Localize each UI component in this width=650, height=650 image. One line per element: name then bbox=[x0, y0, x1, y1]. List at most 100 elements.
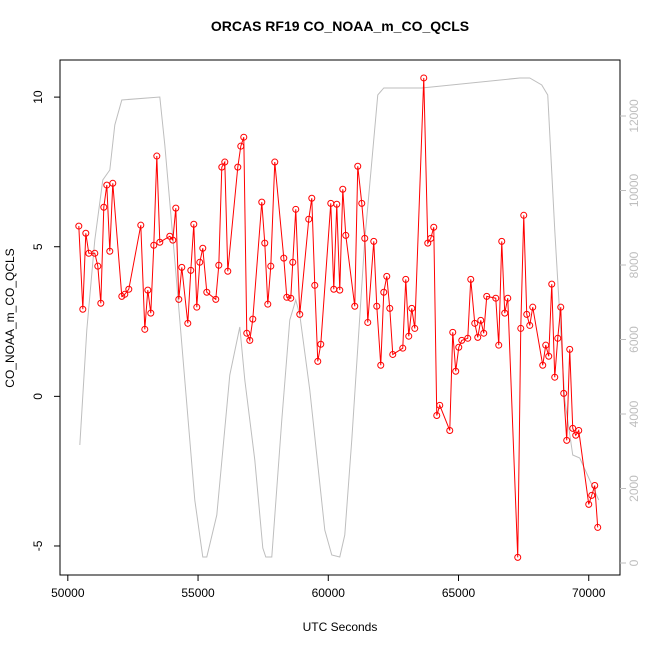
data-point bbox=[471, 319, 479, 327]
data-point bbox=[364, 318, 372, 326]
data-point bbox=[172, 204, 180, 212]
y2-tick-label: 4000 bbox=[627, 400, 641, 427]
data-point bbox=[249, 315, 257, 323]
data-point bbox=[292, 205, 300, 213]
data-point bbox=[215, 261, 223, 269]
data-point bbox=[187, 266, 195, 274]
data-point bbox=[150, 241, 158, 249]
y-tick-label: 10 bbox=[31, 90, 45, 104]
data-point bbox=[94, 262, 102, 270]
data-point bbox=[467, 275, 475, 283]
data-point bbox=[147, 309, 155, 317]
data-point bbox=[526, 321, 534, 329]
data-point bbox=[455, 343, 463, 351]
x-tick-label: 60000 bbox=[312, 586, 346, 600]
y2-tick-label: 6000 bbox=[627, 326, 641, 353]
data-point bbox=[280, 254, 288, 262]
data-point bbox=[199, 244, 207, 252]
data-point bbox=[351, 302, 359, 310]
data-point bbox=[237, 142, 245, 150]
data-point bbox=[271, 158, 279, 166]
data-point bbox=[492, 294, 500, 302]
data-point bbox=[449, 328, 457, 336]
data-point bbox=[184, 319, 192, 327]
data-point bbox=[361, 234, 369, 242]
data-point bbox=[420, 74, 428, 82]
data-point bbox=[585, 500, 593, 508]
data-point bbox=[246, 336, 254, 344]
data-point bbox=[342, 231, 350, 239]
data-point bbox=[156, 238, 164, 246]
data-point bbox=[333, 200, 341, 208]
data-point bbox=[501, 309, 509, 317]
data-point bbox=[106, 247, 114, 255]
data-point bbox=[483, 292, 491, 300]
data-point bbox=[289, 258, 297, 266]
data-point bbox=[566, 345, 574, 353]
data-point bbox=[575, 426, 583, 434]
data-line bbox=[78, 77, 599, 558]
data-point bbox=[370, 237, 378, 245]
data-point bbox=[311, 281, 319, 289]
y-tick-label: 0 bbox=[31, 393, 45, 400]
y2-tick-label: 8000 bbox=[627, 251, 641, 278]
data-point bbox=[234, 163, 242, 171]
data-point bbox=[405, 332, 413, 340]
altitude-line bbox=[79, 77, 600, 558]
data-point bbox=[452, 367, 460, 375]
data-point bbox=[97, 299, 105, 307]
data-point bbox=[296, 310, 304, 318]
data-point bbox=[317, 340, 325, 348]
data-point bbox=[267, 262, 275, 270]
data-point bbox=[193, 303, 201, 311]
data-point bbox=[427, 234, 435, 242]
data-point bbox=[389, 350, 397, 358]
data-point bbox=[557, 303, 565, 311]
data-point bbox=[520, 211, 528, 219]
data-point bbox=[125, 285, 133, 293]
data-point bbox=[380, 288, 388, 296]
data-point bbox=[75, 222, 83, 230]
data-point bbox=[373, 302, 381, 310]
data-point bbox=[153, 152, 161, 160]
data-point bbox=[464, 334, 472, 342]
data-point bbox=[480, 329, 488, 337]
data-point bbox=[436, 401, 444, 409]
data-point bbox=[569, 424, 577, 432]
y2-tick-label: 0 bbox=[627, 559, 641, 566]
data-point bbox=[529, 303, 537, 311]
data-point bbox=[79, 305, 87, 313]
data-point bbox=[121, 290, 129, 298]
data-point bbox=[548, 280, 556, 288]
data-point bbox=[411, 324, 419, 332]
data-point bbox=[212, 295, 220, 303]
data-point bbox=[477, 316, 485, 324]
data-point bbox=[178, 263, 186, 271]
data-point bbox=[169, 236, 177, 244]
data-point bbox=[261, 239, 269, 247]
data-point bbox=[224, 267, 232, 275]
data-point bbox=[458, 336, 466, 344]
data-point bbox=[283, 293, 291, 301]
data-point bbox=[377, 361, 385, 369]
data-point bbox=[545, 352, 553, 360]
data-point bbox=[594, 523, 602, 531]
data-point bbox=[314, 357, 322, 365]
data-point bbox=[551, 373, 559, 381]
data-point bbox=[523, 310, 531, 318]
data-point bbox=[560, 389, 568, 397]
data-point bbox=[218, 163, 226, 171]
data-point bbox=[504, 294, 512, 302]
data-point bbox=[446, 426, 454, 434]
data-point bbox=[175, 295, 183, 303]
y2-tick-label: 12000 bbox=[627, 99, 641, 133]
data-point bbox=[109, 179, 117, 187]
data-point bbox=[358, 199, 366, 207]
data-point bbox=[221, 158, 229, 166]
data-point bbox=[190, 220, 198, 228]
data-point bbox=[408, 304, 416, 312]
data-point bbox=[588, 491, 596, 499]
data-point bbox=[474, 333, 482, 341]
